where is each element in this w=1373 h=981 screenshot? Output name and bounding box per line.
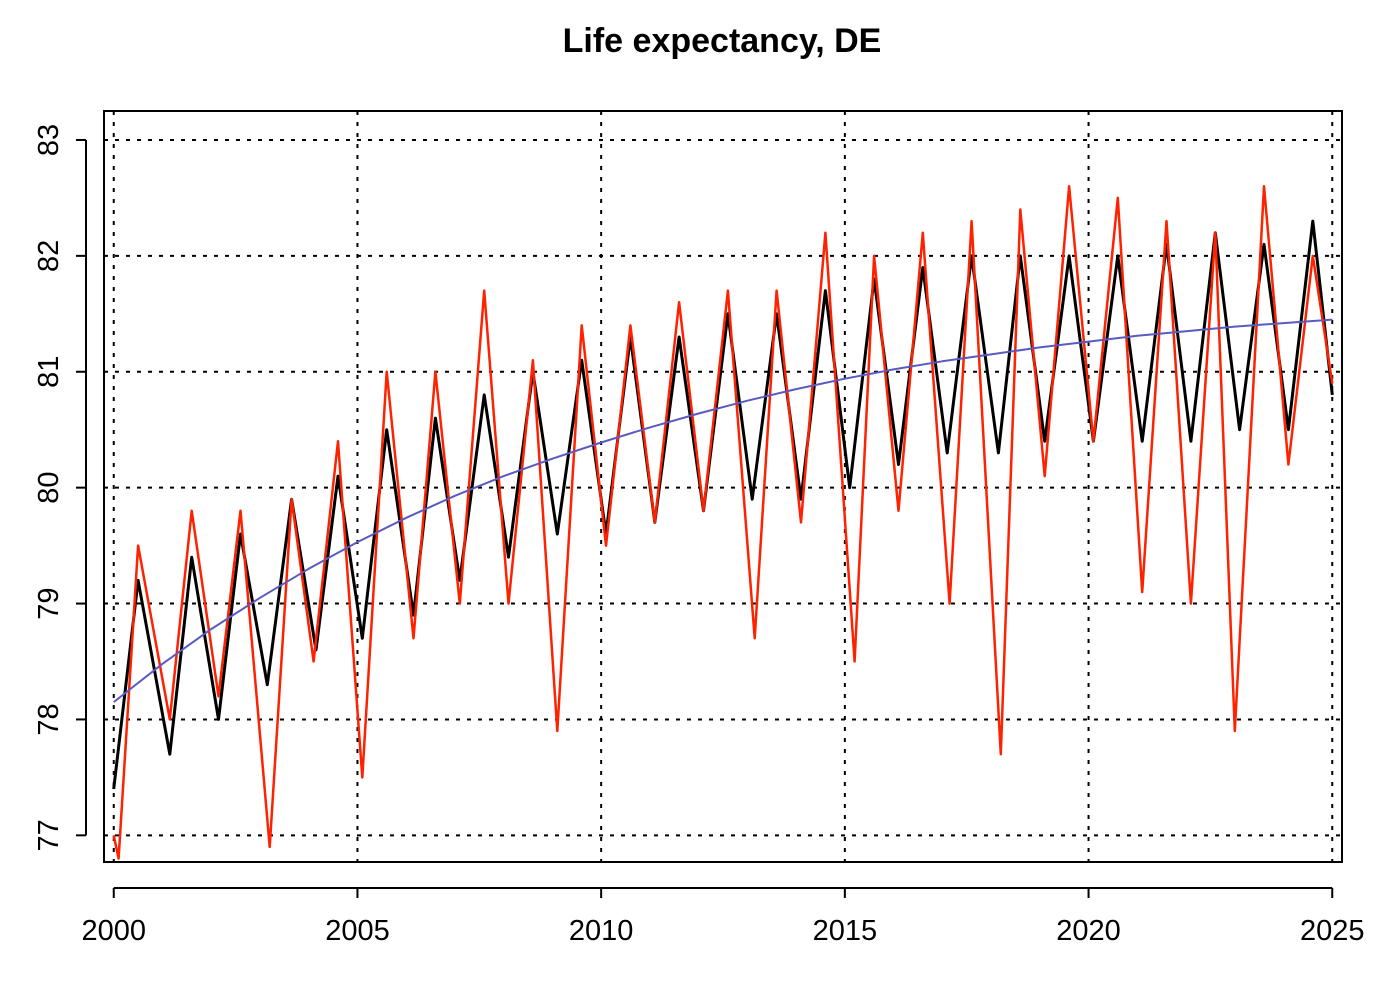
x-tick-label: 2015 (813, 915, 878, 947)
y-tick-label: 82 (33, 240, 65, 272)
chart-title: Life expectancy, DE (563, 22, 882, 60)
series-line-weekly (112, 185, 1334, 860)
y-tick-label: 79 (33, 587, 65, 619)
x-axis: 2000 2005 2010 2015 2020 2025 (81, 887, 1365, 947)
y-tick-label: 83 (33, 124, 65, 156)
y-tick-label: 77 (33, 819, 65, 851)
plot-frame (103, 110, 1343, 863)
y-axis: 77 78 79 80 81 82 83 (33, 124, 87, 851)
x-tick-label: 2005 (325, 915, 390, 947)
x-tick-label: 2000 (81, 915, 146, 947)
x-tick-label: 2020 (1056, 915, 1121, 947)
series-line-smoothed (112, 219, 1334, 790)
x-tick-label: 2010 (569, 915, 634, 947)
y-tick-label: 80 (33, 472, 65, 504)
grid-lines (104, 111, 1342, 862)
series-lines (112, 185, 1334, 860)
y-tick-label: 81 (33, 356, 65, 388)
y-tick-label: 78 (33, 703, 65, 735)
series-line-trend (113, 318, 1333, 703)
x-tick-label: 2025 (1300, 915, 1365, 947)
